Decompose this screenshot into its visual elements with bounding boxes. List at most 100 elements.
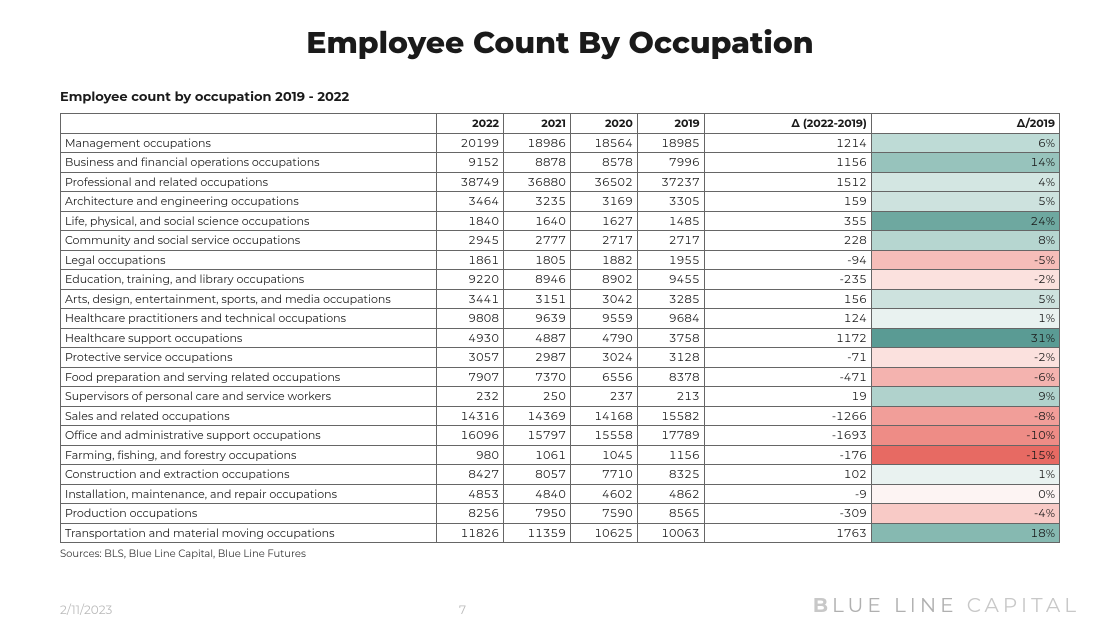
cell-occupation: Life, physical, and social science occup…: [61, 211, 437, 231]
cell-2019: 1485: [637, 211, 704, 231]
cell-2019: 3285: [637, 289, 704, 309]
logo-b: B: [813, 594, 832, 618]
table-row: Transportation and material moving occup…: [61, 523, 1060, 543]
table-row: Supervisors of personal care and service…: [61, 387, 1060, 407]
logo-mid: LUE LINE: [832, 594, 957, 618]
col-pct: Δ/2019: [871, 114, 1059, 134]
cell-occupation: Construction and extraction occupations: [61, 465, 437, 485]
cell-2021: 1805: [504, 250, 571, 270]
cell-2020: 15558: [570, 426, 637, 446]
cell-delta: -309: [704, 504, 871, 524]
cell-2020: 3024: [570, 348, 637, 368]
cell-2020: 9559: [570, 309, 637, 329]
cell-pct: 0%: [871, 484, 1059, 504]
cell-occupation: Protective service occupations: [61, 348, 437, 368]
cell-2022: 4930: [437, 328, 504, 348]
cell-delta: -1266: [704, 406, 871, 426]
table-row: Healthcare practitioners and technical o…: [61, 309, 1060, 329]
cell-2021: 8057: [504, 465, 571, 485]
cell-pct: -6%: [871, 367, 1059, 387]
cell-2019: 3128: [637, 348, 704, 368]
cell-2020: 7590: [570, 504, 637, 524]
cell-delta: 1172: [704, 328, 871, 348]
footer-logo: BLUE LINE CAPITAL: [813, 594, 1080, 618]
cell-2021: 9639: [504, 309, 571, 329]
cell-occupation: Education, training, and library occupat…: [61, 270, 437, 290]
cell-2020: 8578: [570, 153, 637, 173]
cell-2022: 9808: [437, 309, 504, 329]
cell-2022: 20199: [437, 133, 504, 153]
cell-delta: -9: [704, 484, 871, 504]
cell-occupation: Food preparation and serving related occ…: [61, 367, 437, 387]
cell-2021: 250: [504, 387, 571, 407]
cell-delta: -235: [704, 270, 871, 290]
cell-pct: -10%: [871, 426, 1059, 446]
cell-delta: 228: [704, 231, 871, 251]
col-2022: 2022: [437, 114, 504, 134]
cell-2022: 232: [437, 387, 504, 407]
cell-pct: -5%: [871, 250, 1059, 270]
cell-2019: 15582: [637, 406, 704, 426]
cell-2022: 7907: [437, 367, 504, 387]
cell-2021: 18986: [504, 133, 571, 153]
table-row: Architecture and engineering occupations…: [61, 192, 1060, 212]
cell-2022: 980: [437, 445, 504, 465]
cell-2020: 1045: [570, 445, 637, 465]
cell-2021: 2777: [504, 231, 571, 251]
table-row: Farming, fishing, and forestry occupatio…: [61, 445, 1060, 465]
cell-2020: 18564: [570, 133, 637, 153]
cell-pct: -8%: [871, 406, 1059, 426]
col-2020: 2020: [570, 114, 637, 134]
cell-2022: 9220: [437, 270, 504, 290]
cell-delta: -71: [704, 348, 871, 368]
cell-2019: 4862: [637, 484, 704, 504]
cell-2021: 3235: [504, 192, 571, 212]
table-row: Community and social service occupations…: [61, 231, 1060, 251]
cell-pct: -15%: [871, 445, 1059, 465]
cell-2019: 3305: [637, 192, 704, 212]
cell-2022: 1861: [437, 250, 504, 270]
cell-2021: 2987: [504, 348, 571, 368]
table-subtitle: Employee count by occupation 2019 - 2022: [60, 89, 1060, 105]
cell-occupation: Arts, design, entertainment, sports, and…: [61, 289, 437, 309]
cell-2020: 10625: [570, 523, 637, 543]
cell-occupation: Installation, maintenance, and repair oc…: [61, 484, 437, 504]
cell-2021: 8946: [504, 270, 571, 290]
cell-delta: 355: [704, 211, 871, 231]
cell-2021: 11359: [504, 523, 571, 543]
table-row: Management occupations201991898618564189…: [61, 133, 1060, 153]
table-header-row: 2022 2021 2020 2019 Δ (2022-2019) Δ/2019: [61, 114, 1060, 134]
logo-post: CAPITAL: [957, 594, 1080, 618]
cell-delta: -94: [704, 250, 871, 270]
cell-2022: 8256: [437, 504, 504, 524]
cell-2022: 4853: [437, 484, 504, 504]
cell-occupation: Business and financial operations occupa…: [61, 153, 437, 173]
table-row: Sales and related occupations14316143691…: [61, 406, 1060, 426]
cell-occupation: Office and administrative support occupa…: [61, 426, 437, 446]
cell-2019: 1955: [637, 250, 704, 270]
cell-2019: 9684: [637, 309, 704, 329]
cell-pct: -4%: [871, 504, 1059, 524]
cell-2022: 16096: [437, 426, 504, 446]
col-2021: 2021: [504, 114, 571, 134]
cell-delta: 1763: [704, 523, 871, 543]
table-row: Life, physical, and social science occup…: [61, 211, 1060, 231]
cell-pct: -2%: [871, 348, 1059, 368]
cell-2021: 7950: [504, 504, 571, 524]
cell-2021: 1061: [504, 445, 571, 465]
cell-pct: 1%: [871, 309, 1059, 329]
cell-pct: 5%: [871, 192, 1059, 212]
cell-2019: 7996: [637, 153, 704, 173]
cell-2020: 1882: [570, 250, 637, 270]
cell-pct: 5%: [871, 289, 1059, 309]
col-2019: 2019: [637, 114, 704, 134]
cell-2021: 36880: [504, 172, 571, 192]
cell-2019: 2717: [637, 231, 704, 251]
table-row: Professional and related occupations3874…: [61, 172, 1060, 192]
cell-2019: 8565: [637, 504, 704, 524]
cell-occupation: Transportation and material moving occup…: [61, 523, 437, 543]
cell-2019: 9455: [637, 270, 704, 290]
cell-2021: 4887: [504, 328, 571, 348]
table-row: Construction and extraction occupations 8…: [61, 465, 1060, 485]
cell-2019: 37237: [637, 172, 704, 192]
